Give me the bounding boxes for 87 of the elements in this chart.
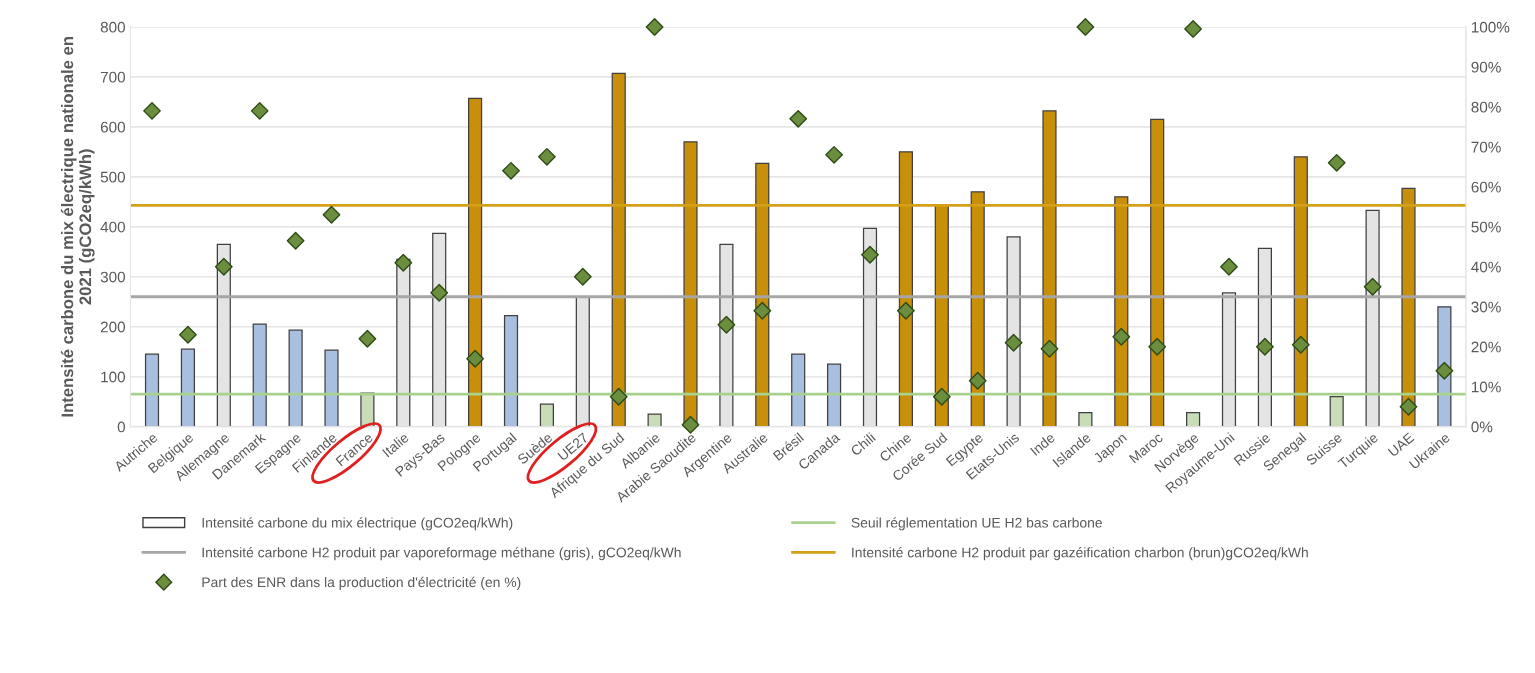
y-tick-label: 300 <box>100 271 126 283</box>
bar <box>1150 118 1165 427</box>
point <box>250 101 269 120</box>
y-tick-label: 200 <box>100 321 126 333</box>
point <box>322 205 341 224</box>
bar <box>288 329 303 427</box>
bar <box>1078 412 1093 427</box>
point <box>932 387 951 406</box>
point <box>214 257 233 276</box>
bar <box>180 348 196 427</box>
point <box>358 329 377 348</box>
y2-tick-label: 40% <box>1471 261 1501 273</box>
point <box>537 147 556 166</box>
y2-tick-label: 30% <box>1471 301 1501 313</box>
bar <box>970 191 985 427</box>
y2-tick-label: 80% <box>1471 101 1501 113</box>
point <box>1327 153 1346 172</box>
y2-tick-label: 10% <box>1471 381 1501 393</box>
point <box>1112 327 1131 346</box>
point <box>143 101 161 120</box>
bar <box>503 315 519 427</box>
bar <box>827 363 842 427</box>
legend-label: Intensité carbone H2 produit par gazéification charbon (brun)gCO2eq/kWh <box>852 547 1308 561</box>
y-axis-title: Intensité carbone du mix électrique nationale en 2021 (gCO2eq/kWh) <box>60 37 95 417</box>
y2-tick-label: 100% <box>1471 21 1510 33</box>
y-tick-label: 600 <box>100 121 126 133</box>
legend-label: Seuil réglementation UE H2 bas carbone <box>851 517 1102 531</box>
point <box>286 231 305 250</box>
y-tick-label: 500 <box>100 171 126 183</box>
point <box>717 315 736 334</box>
bar <box>1186 412 1201 427</box>
bar <box>755 162 770 427</box>
bar <box>1401 187 1416 427</box>
legend-label: Intensité carbone du mix électrique (gCO2eq/kWh) <box>202 517 513 531</box>
bar <box>898 151 913 427</box>
point <box>1148 337 1167 356</box>
point <box>1184 20 1203 38</box>
bar <box>647 413 662 427</box>
point <box>1399 397 1418 416</box>
point <box>466 349 485 368</box>
point <box>1076 18 1095 36</box>
point <box>681 415 700 434</box>
point <box>1435 361 1454 380</box>
point <box>1363 277 1382 296</box>
y-tick-label: 0 <box>117 421 126 433</box>
point <box>430 283 449 302</box>
y-tick-label: 100 <box>101 371 126 383</box>
y2-tick-label: 0% <box>1471 421 1493 433</box>
point <box>789 109 808 128</box>
y-tick-label: 700 <box>100 71 126 83</box>
point <box>179 325 197 344</box>
point <box>825 145 844 164</box>
x-tick-label: Chili <box>849 432 876 457</box>
point <box>394 253 413 272</box>
bar <box>539 403 554 427</box>
point <box>1040 339 1059 358</box>
point <box>1004 333 1023 352</box>
point <box>968 371 987 390</box>
bar <box>791 353 806 427</box>
point <box>1291 335 1310 354</box>
point <box>1255 337 1274 356</box>
bar <box>252 323 267 427</box>
bar <box>324 349 339 427</box>
y2-tick-label: 70% <box>1471 141 1501 153</box>
point <box>502 161 520 180</box>
bar <box>1042 110 1057 427</box>
bar <box>1293 156 1308 427</box>
y-tick-label: 800 <box>100 21 126 33</box>
y2-tick-label: 50% <box>1471 221 1501 233</box>
bar <box>611 72 626 427</box>
legend-label: Part des ENR dans la production d'électricité (en %) <box>202 576 521 590</box>
bar <box>468 97 483 427</box>
bar <box>934 204 949 427</box>
bar <box>144 353 160 427</box>
y2-tick-label: 60% <box>1471 181 1501 193</box>
point <box>753 301 772 320</box>
y-tick-label: 400 <box>100 221 126 233</box>
y2-tick-label: 20% <box>1471 341 1501 353</box>
point <box>1220 257 1238 276</box>
y2-tick-label: 90% <box>1471 61 1501 73</box>
bar <box>1329 396 1344 427</box>
point <box>573 267 592 286</box>
point <box>645 18 664 36</box>
point <box>896 301 915 320</box>
point <box>861 245 879 264</box>
point <box>609 387 628 406</box>
legend-label: Intensité carbone H2 produit par vaporeformage méthane (gris), gCO2eq/kWh <box>202 547 681 561</box>
